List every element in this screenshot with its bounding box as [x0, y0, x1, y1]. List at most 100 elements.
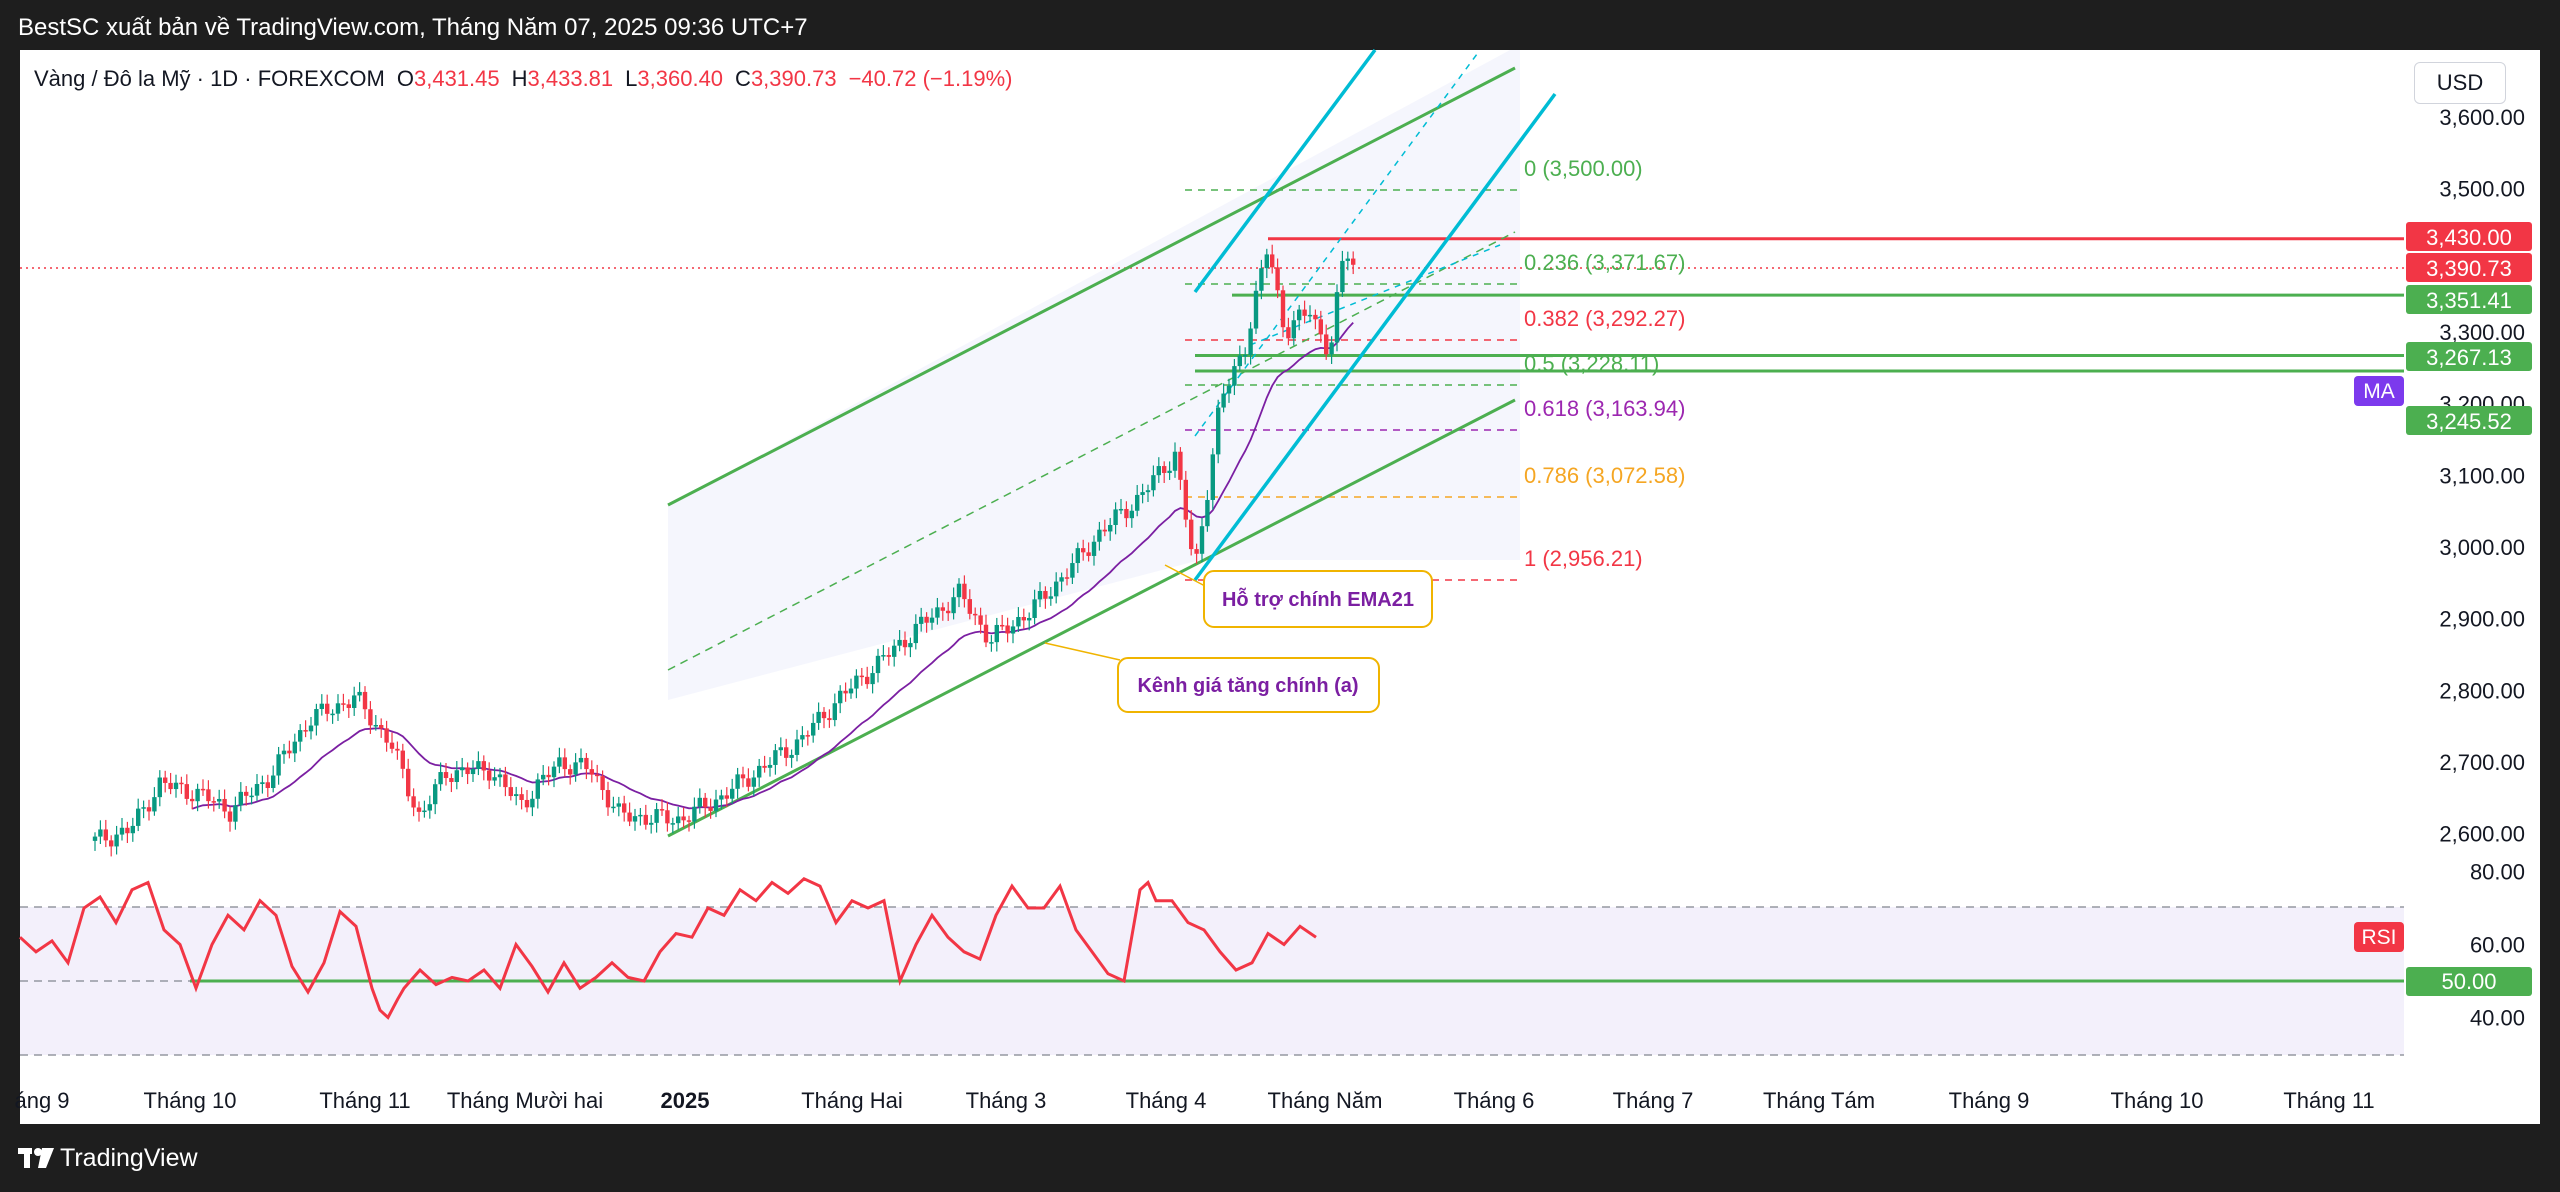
candle-body[interactable]	[1091, 541, 1097, 556]
candle-body[interactable]	[346, 704, 351, 708]
candle-body[interactable]	[843, 690, 848, 694]
candle-body[interactable]	[406, 768, 411, 797]
candle-body[interactable]	[854, 675, 859, 689]
candle-body[interactable]	[562, 757, 567, 770]
candle-body[interactable]	[940, 607, 945, 611]
candle-body[interactable]	[152, 797, 157, 812]
candle-body[interactable]	[395, 748, 400, 751]
candle-body[interactable]	[1340, 260, 1345, 293]
candle-body[interactable]	[1280, 290, 1286, 328]
candle-body[interactable]	[384, 728, 389, 743]
candle-body[interactable]	[114, 834, 119, 847]
candle-body[interactable]	[373, 724, 378, 727]
candle-body[interactable]	[271, 775, 276, 788]
candle-body[interactable]	[897, 639, 902, 646]
candle-body[interactable]	[163, 777, 168, 783]
candle-body[interactable]	[179, 782, 184, 785]
candle-body[interactable]	[487, 770, 492, 781]
candle-body[interactable]	[886, 655, 891, 657]
candle-body[interactable]	[1210, 454, 1215, 500]
candle-body[interactable]	[1286, 327, 1291, 339]
candle-body[interactable]	[546, 774, 551, 778]
candle-body[interactable]	[1253, 290, 1259, 329]
candle-body[interactable]	[924, 616, 929, 623]
pitchfork-upper-line[interactable]	[1193, 48, 1377, 294]
candle-body[interactable]	[800, 735, 805, 740]
candle-body[interactable]	[335, 703, 341, 714]
candle-body[interactable]	[411, 796, 416, 808]
candle-body[interactable]	[249, 795, 254, 798]
candle-body[interactable]	[913, 623, 918, 644]
candle-body[interactable]	[454, 770, 459, 783]
candle-body[interactable]	[1226, 385, 1232, 394]
channel-upper-line[interactable]	[667, 66, 1516, 507]
candle-body[interactable]	[962, 583, 967, 600]
candle-body[interactable]	[400, 750, 405, 769]
candle-body[interactable]	[1140, 492, 1145, 495]
candle-body[interactable]	[1334, 292, 1340, 343]
candle-body[interactable]	[190, 798, 195, 802]
candle-body[interactable]	[811, 722, 816, 736]
symbol-legend[interactable]: Vàng / Đô la Mỹ · 1D · FOREXCOM O3,431.45…	[34, 66, 1012, 92]
candle-body[interactable]	[1162, 466, 1167, 473]
candle-body[interactable]	[330, 713, 335, 716]
candle-body[interactable]	[670, 823, 675, 825]
candle-body[interactable]	[352, 695, 357, 708]
candle-body[interactable]	[1307, 314, 1313, 317]
candle-body[interactable]	[503, 774, 508, 788]
candle-body[interactable]	[665, 810, 670, 824]
candle-body[interactable]	[1232, 366, 1237, 386]
channel-lower-line[interactable]	[667, 398, 1516, 838]
candle-body[interactable]	[109, 840, 114, 847]
candle-body[interactable]	[1005, 625, 1010, 634]
pitchfork-lower-line[interactable]	[1193, 92, 1557, 582]
candle-body[interactable]	[762, 765, 767, 768]
candle-body[interactable]	[659, 809, 665, 811]
candle-body[interactable]	[1108, 524, 1113, 532]
candle-body[interactable]	[865, 676, 870, 685]
candle-body[interactable]	[649, 822, 654, 825]
candle-body[interactable]	[848, 688, 854, 694]
candle-body[interactable]	[859, 675, 864, 678]
candle-body[interactable]	[1329, 342, 1334, 355]
annotation-ema21-box[interactable]	[1203, 570, 1433, 628]
candle-body[interactable]	[1199, 526, 1205, 554]
candle-body[interactable]	[173, 782, 179, 790]
candle-body[interactable]	[357, 691, 362, 696]
candle-body[interactable]	[449, 778, 454, 783]
candle-body[interactable]	[314, 709, 319, 726]
candle-body[interactable]	[994, 624, 999, 643]
candle-body[interactable]	[551, 766, 557, 778]
candle-body[interactable]	[708, 807, 713, 811]
candle-body[interactable]	[1167, 470, 1172, 473]
candle-body[interactable]	[460, 767, 465, 771]
candle-body[interactable]	[541, 774, 546, 780]
candle-body[interactable]	[1221, 393, 1226, 408]
candle-body[interactable]	[1318, 319, 1323, 335]
candle-body[interactable]	[951, 597, 956, 614]
candle-body[interactable]	[141, 807, 146, 809]
candle-body[interactable]	[1054, 581, 1059, 597]
candle-body[interactable]	[989, 642, 994, 644]
candle-body[interactable]	[838, 690, 843, 704]
candle-body[interactable]	[881, 655, 886, 657]
candle-body[interactable]	[254, 784, 260, 796]
candle-body[interactable]	[1081, 548, 1086, 553]
candle-body[interactable]	[1351, 258, 1356, 265]
candle-body[interactable]	[627, 812, 632, 822]
candle-body[interactable]	[1345, 258, 1350, 261]
candle-body[interactable]	[281, 750, 287, 755]
candle-body[interactable]	[794, 739, 800, 755]
candle-body[interactable]	[1048, 596, 1053, 599]
candle-body[interactable]	[600, 776, 605, 791]
candle-body[interactable]	[1102, 529, 1107, 532]
candle-body[interactable]	[1275, 267, 1280, 291]
candle-body[interactable]	[978, 615, 983, 625]
channel-median-line[interactable]	[667, 231, 1516, 671]
candle-body[interactable]	[946, 610, 951, 614]
candle-body[interactable]	[319, 703, 324, 710]
candle-body[interactable]	[757, 765, 762, 778]
candle-body[interactable]	[568, 769, 573, 775]
candle-body[interactable]	[973, 613, 978, 616]
candle-body[interactable]	[222, 798, 227, 812]
